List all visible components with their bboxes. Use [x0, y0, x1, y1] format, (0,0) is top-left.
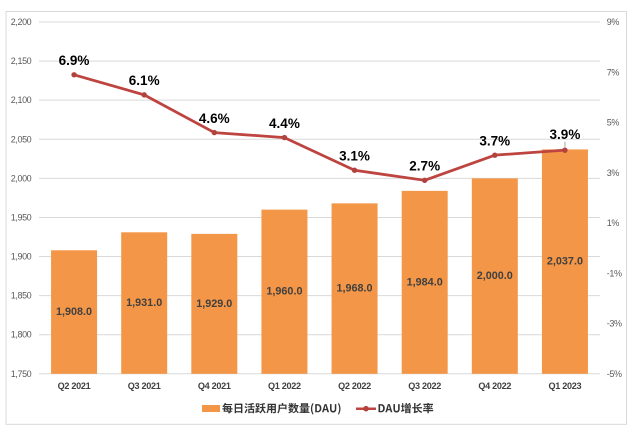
svg-text:Q3 2022: Q3 2022	[408, 381, 441, 391]
svg-text:6.9%: 6.9%	[59, 53, 90, 68]
svg-text:-3%: -3%	[607, 319, 622, 329]
svg-text:1,960.0: 1,960.0	[266, 286, 302, 298]
svg-text:9%: 9%	[607, 17, 620, 27]
svg-text:2,050: 2,050	[11, 134, 32, 144]
svg-text:1,800: 1,800	[11, 330, 32, 340]
svg-text:3.9%: 3.9%	[550, 127, 581, 142]
svg-text:Q3 2021: Q3 2021	[128, 381, 161, 391]
svg-text:1,850: 1,850	[11, 291, 32, 301]
svg-text:Q1 2022: Q1 2022	[268, 381, 301, 391]
svg-text:-5%: -5%	[607, 369, 622, 379]
svg-text:4.4%: 4.4%	[269, 116, 300, 131]
svg-text:1,908.0: 1,908.0	[56, 306, 92, 318]
svg-text:1,900: 1,900	[11, 252, 32, 262]
svg-text:1,750: 1,750	[11, 369, 32, 379]
svg-text:1,950: 1,950	[11, 212, 32, 222]
svg-text:1%: 1%	[607, 218, 620, 228]
svg-text:1,984.0: 1,984.0	[407, 276, 443, 288]
svg-text:Q2 2022: Q2 2022	[338, 381, 371, 391]
svg-text:2,150: 2,150	[11, 56, 32, 66]
svg-text:-1%: -1%	[607, 268, 622, 278]
svg-text:2,000: 2,000	[11, 173, 32, 183]
svg-text:5%: 5%	[607, 118, 620, 128]
svg-text:Q4 2021: Q4 2021	[198, 381, 231, 391]
svg-text:Q1 2023: Q1 2023	[549, 381, 582, 391]
svg-text:2,000.0: 2,000.0	[477, 270, 513, 282]
svg-text:Q2 2021: Q2 2021	[58, 381, 91, 391]
svg-text:1,968.0: 1,968.0	[337, 283, 373, 295]
svg-text:Q4 2022: Q4 2022	[478, 381, 511, 391]
svg-text:2,200: 2,200	[11, 17, 32, 27]
svg-text:3.1%: 3.1%	[339, 149, 370, 164]
svg-text:7%: 7%	[607, 67, 620, 77]
svg-text:6.1%: 6.1%	[129, 73, 160, 88]
svg-text:2,037.0: 2,037.0	[547, 256, 583, 268]
svg-text:2,100: 2,100	[11, 95, 32, 105]
svg-text:4.6%: 4.6%	[199, 111, 230, 126]
svg-text:2.7%: 2.7%	[409, 159, 440, 174]
svg-text:1,929.0: 1,929.0	[196, 298, 232, 310]
svg-text:1,931.0: 1,931.0	[126, 297, 162, 309]
svg-text:3.7%: 3.7%	[479, 133, 510, 148]
svg-text:3%: 3%	[607, 168, 620, 178]
